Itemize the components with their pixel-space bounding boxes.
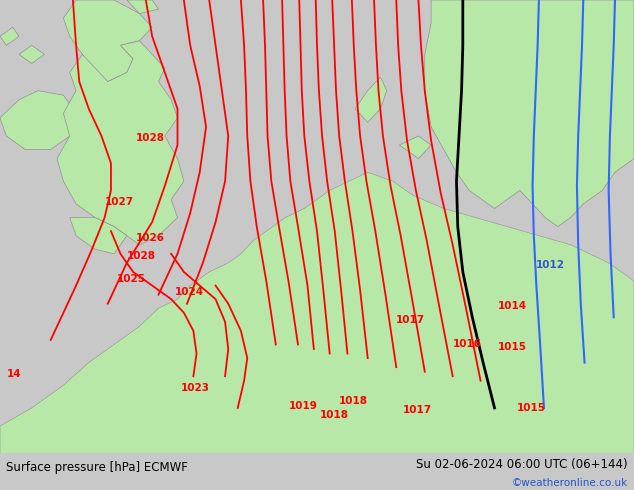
Text: 1012: 1012 — [536, 260, 565, 270]
Text: 1016: 1016 — [453, 340, 482, 349]
Text: 1017: 1017 — [396, 315, 425, 324]
Text: 14: 14 — [6, 369, 21, 379]
Text: 1025: 1025 — [117, 274, 146, 284]
Text: 1028: 1028 — [136, 133, 165, 143]
Text: 1018: 1018 — [339, 396, 368, 406]
Text: ©weatheronline.co.uk: ©weatheronline.co.uk — [512, 478, 628, 489]
Text: 1018: 1018 — [320, 410, 349, 420]
Polygon shape — [425, 0, 634, 226]
Polygon shape — [0, 27, 19, 46]
Polygon shape — [0, 172, 634, 453]
Text: 1019: 1019 — [288, 401, 318, 411]
Text: 1027: 1027 — [105, 196, 134, 207]
Text: 1015: 1015 — [517, 403, 546, 413]
Polygon shape — [127, 0, 158, 14]
Text: 1028: 1028 — [127, 251, 156, 261]
Text: Su 02-06-2024 06:00 UTC (06+144): Su 02-06-2024 06:00 UTC (06+144) — [416, 458, 628, 471]
Polygon shape — [57, 41, 184, 245]
Polygon shape — [355, 77, 387, 122]
Text: 1026: 1026 — [136, 233, 165, 243]
Text: 1017: 1017 — [403, 405, 432, 415]
Text: 1023: 1023 — [181, 383, 210, 392]
Polygon shape — [0, 91, 76, 149]
Polygon shape — [19, 46, 44, 64]
Text: Surface pressure [hPa] ECMWF: Surface pressure [hPa] ECMWF — [6, 461, 188, 474]
Text: 1015: 1015 — [498, 342, 527, 352]
Polygon shape — [63, 0, 152, 82]
Text: 1024: 1024 — [174, 287, 204, 297]
Polygon shape — [70, 218, 127, 254]
Polygon shape — [399, 136, 431, 159]
Text: 1014: 1014 — [498, 301, 527, 311]
